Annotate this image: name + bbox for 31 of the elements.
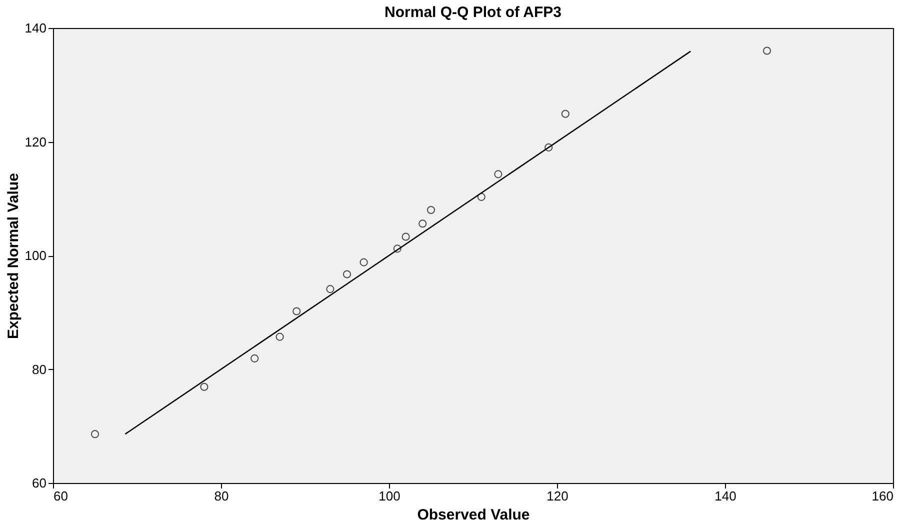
y-tick-label: 80 xyxy=(32,362,46,377)
point xyxy=(393,244,402,253)
x-tick-label: 140 xyxy=(714,488,736,504)
point xyxy=(477,192,486,201)
point xyxy=(342,270,352,278)
point xyxy=(494,170,502,178)
point xyxy=(360,258,368,266)
x-axis-title: Observed Value xyxy=(417,506,530,524)
point xyxy=(90,430,100,438)
point xyxy=(418,220,427,228)
x-tick-label: 60 xyxy=(54,488,68,504)
chart-title: Normal Q-Q Plot of AFP3 xyxy=(384,4,562,21)
y-tick-label: 100 xyxy=(24,248,46,263)
point xyxy=(762,46,772,55)
point xyxy=(544,143,553,152)
point xyxy=(276,332,284,341)
y-tick-label: 60 xyxy=(32,476,46,490)
point xyxy=(426,206,436,214)
point xyxy=(250,354,259,362)
point xyxy=(561,110,570,118)
y-tick-label: 120 xyxy=(24,134,46,150)
x-tick-label: 80 xyxy=(214,488,229,504)
y-axis-title: Expected Normal Value xyxy=(4,173,22,339)
x-tick-label: 160 xyxy=(872,488,894,504)
x-tick-label: 120 xyxy=(546,488,568,504)
x-tick-label: 100 xyxy=(378,488,400,504)
y-tick-label: 140 xyxy=(24,20,46,36)
point xyxy=(326,285,334,294)
point xyxy=(402,232,410,241)
point xyxy=(200,382,208,391)
point xyxy=(292,307,301,316)
